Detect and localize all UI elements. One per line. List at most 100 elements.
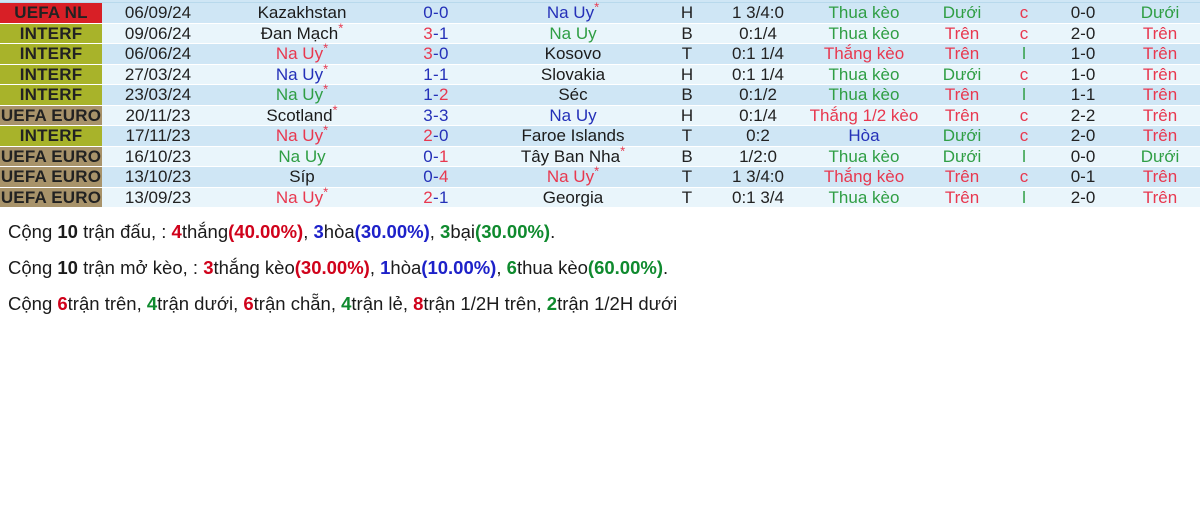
home-team[interactable]: Đan Mạch* <box>214 19 390 45</box>
summary3-sep3: , <box>330 292 342 314</box>
score-separator: - <box>433 167 439 187</box>
away-team[interactable]: Kosovo <box>482 43 664 65</box>
summary-section: Cộng 10 trận đấu, : 4thắng(40.00%), 3hòa… <box>0 208 1200 322</box>
table-row[interactable]: INTERF 27/03/24 Na Uy* 1-1 Slovakia H 0:1 1/4 T… <box>0 60 1200 86</box>
final-score: 3-3 <box>390 105 482 127</box>
summary2-lose-pct: (60.00%) <box>587 257 663 279</box>
summary2-win-count: 3 <box>203 257 214 279</box>
home-team[interactable]: Na Uy* <box>214 124 390 147</box>
table-row[interactable]: INTERF 23/03/24 Na Uy* 1-2 Séc B 0:1/2 Thua kèo… <box>0 83 1200 106</box>
summary2-draw-count: 1 <box>380 257 391 279</box>
score-home: 3 <box>423 44 434 64</box>
table-row[interactable]: INTERF 17/11/23 Na Uy* 2-0 Faroe Islands T 0:2… <box>0 124 1200 147</box>
final-score: 0-0 <box>390 3 482 24</box>
match-date: 16/10/23 <box>102 146 214 168</box>
away-team[interactable]: Séc <box>482 84 664 106</box>
score-separator: - <box>433 44 439 64</box>
home-team[interactable]: Kazakhstan <box>214 3 390 24</box>
away-team[interactable]: Slovakia <box>482 64 664 86</box>
home-team[interactable]: Na Uy* <box>214 185 390 209</box>
score-home: 3 <box>423 105 434 125</box>
competition-badge[interactable]: UEFA NL <box>0 3 102 24</box>
competition-badge[interactable]: INTERF <box>0 43 102 65</box>
competition-badge[interactable]: UEFA EURO <box>0 166 102 188</box>
match-history-table: UEFA NL 06/09/24 Kazakhstan 0-0 Na Uy* H 1 3/4… <box>0 0 1200 209</box>
summary3-ht-over-label: trận 1/2H trên <box>423 292 537 314</box>
away-team[interactable]: Faroe Islands <box>482 125 664 147</box>
score-away: 1 <box>438 146 449 166</box>
home-team[interactable]: Na Uy* <box>214 60 390 86</box>
halftime-score: 0-1 <box>1046 166 1120 188</box>
summary3-ht-over-count: 8 <box>413 292 424 314</box>
home-team[interactable]: Scotland* <box>214 103 390 127</box>
halftime-score: 0-0 <box>1046 3 1120 24</box>
away-team[interactable]: Na Uy <box>482 23 664 45</box>
score-away: 3 <box>438 105 449 125</box>
competition-badge[interactable]: UEFA EURO <box>0 105 102 127</box>
result-code: T <box>664 125 710 147</box>
home-away-marker: * <box>323 60 329 76</box>
competition-badge[interactable]: UEFA EURO <box>0 187 102 209</box>
score-separator: - <box>433 3 439 22</box>
summary1-lose-count: 3 <box>440 221 451 243</box>
summary3-even-count: 6 <box>243 292 254 314</box>
score-away: 0 <box>438 44 449 64</box>
away-team[interactable]: Tây Ban Nha* <box>482 143 664 168</box>
score-away: 4 <box>438 167 449 187</box>
summary1-draw-label: hòa <box>323 221 355 243</box>
summary2-win-pct: (30.00%) <box>294 257 370 279</box>
table-row[interactable]: UEFA NL 06/09/24 Kazakhstan 0-0 Na Uy* H 1 3/4… <box>0 0 1200 24</box>
home-team[interactable]: Síp <box>214 166 390 188</box>
summary2-lose-label: thua kèo <box>516 257 588 279</box>
score-away: 2 <box>438 85 449 105</box>
handicap-result: Thua kèo <box>806 84 922 106</box>
competition-badge[interactable]: INTERF <box>0 125 102 147</box>
match-date: 17/11/23 <box>102 125 214 147</box>
home-away-marker: * <box>620 143 626 159</box>
competition-badge[interactable]: INTERF <box>0 84 102 106</box>
home-away-marker: * <box>323 40 329 56</box>
summary1-end: . <box>550 221 556 243</box>
summary1-draw-count: 3 <box>313 221 324 243</box>
away-team[interactable]: Na Uy* <box>482 165 664 188</box>
table-row[interactable]: INTERF 06/06/24 Na Uy* 3-0 Kosovo T 0:1 1/4 Thắ… <box>0 41 1200 65</box>
away-team[interactable]: Na Uy* <box>482 0 664 24</box>
summary-line-overunder: Cộng 6trận trên, 4trận dưới, 6trận chẵn,… <box>8 286 1192 322</box>
home-team[interactable]: Na Uy* <box>214 41 390 65</box>
odd-even-result: c <box>1002 166 1046 188</box>
handicap-result: Thua kèo <box>806 187 922 209</box>
handicap-result: Thua kèo <box>806 64 922 86</box>
away-team[interactable]: Georgia <box>482 187 664 209</box>
final-score: 0-1 <box>390 146 482 168</box>
score-home: 0 <box>423 146 434 166</box>
handicap-line: 0:1 1/4 <box>710 64 806 86</box>
result-code: H <box>664 64 710 86</box>
halftime-score: 2-0 <box>1046 125 1120 147</box>
table-row[interactable]: UEFA EURO 13/09/23 Na Uy* 2-1 Georgia T 0:1 3/… <box>0 185 1200 209</box>
over-under-result: Trên <box>922 23 1002 45</box>
over-under-result: Trên <box>922 105 1002 127</box>
home-team[interactable]: Na Uy <box>214 146 390 168</box>
halftime-over-under: Dưới <box>1120 3 1200 24</box>
summary3-sep1: , <box>136 292 147 314</box>
away-team[interactable]: Na Uy <box>482 105 664 127</box>
summary1-win-label: thắng <box>181 221 229 243</box>
table-row[interactable]: UEFA EURO 20/11/23 Scotland* 3-3 Na Uy H 0:1/4… <box>0 103 1200 127</box>
home-team[interactable]: Na Uy* <box>214 83 390 106</box>
home-away-marker: * <box>338 19 344 35</box>
halftime-score: 1-0 <box>1046 43 1120 65</box>
summary2-prefix: Cộng <box>8 257 58 279</box>
competition-badge[interactable]: INTERF <box>0 64 102 86</box>
competition-badge[interactable]: UEFA EURO <box>0 146 102 168</box>
table-row[interactable]: INTERF 09/06/24 Đan Mạch* 3-1 Na Uy B 0:1/4 Thu… <box>0 19 1200 45</box>
summary1-win-count: 4 <box>171 221 182 243</box>
competition-badge[interactable]: INTERF <box>0 23 102 45</box>
table-row[interactable]: UEFA EURO 16/10/23 Na Uy 0-1 Tây Ban Nha* B 1/… <box>0 143 1200 168</box>
final-score: 2-1 <box>390 187 482 209</box>
over-under-result: Trên <box>922 43 1002 65</box>
odd-even-result: c <box>1002 3 1046 24</box>
table-row[interactable]: UEFA EURO 13/10/23 Síp 0-4 Na Uy* T 1 3/4:0 Thắ… <box>0 165 1200 188</box>
handicap-line: 0:1/4 <box>710 105 806 127</box>
score-separator: - <box>433 64 439 84</box>
halftime-over-under: Trên <box>1120 125 1200 147</box>
